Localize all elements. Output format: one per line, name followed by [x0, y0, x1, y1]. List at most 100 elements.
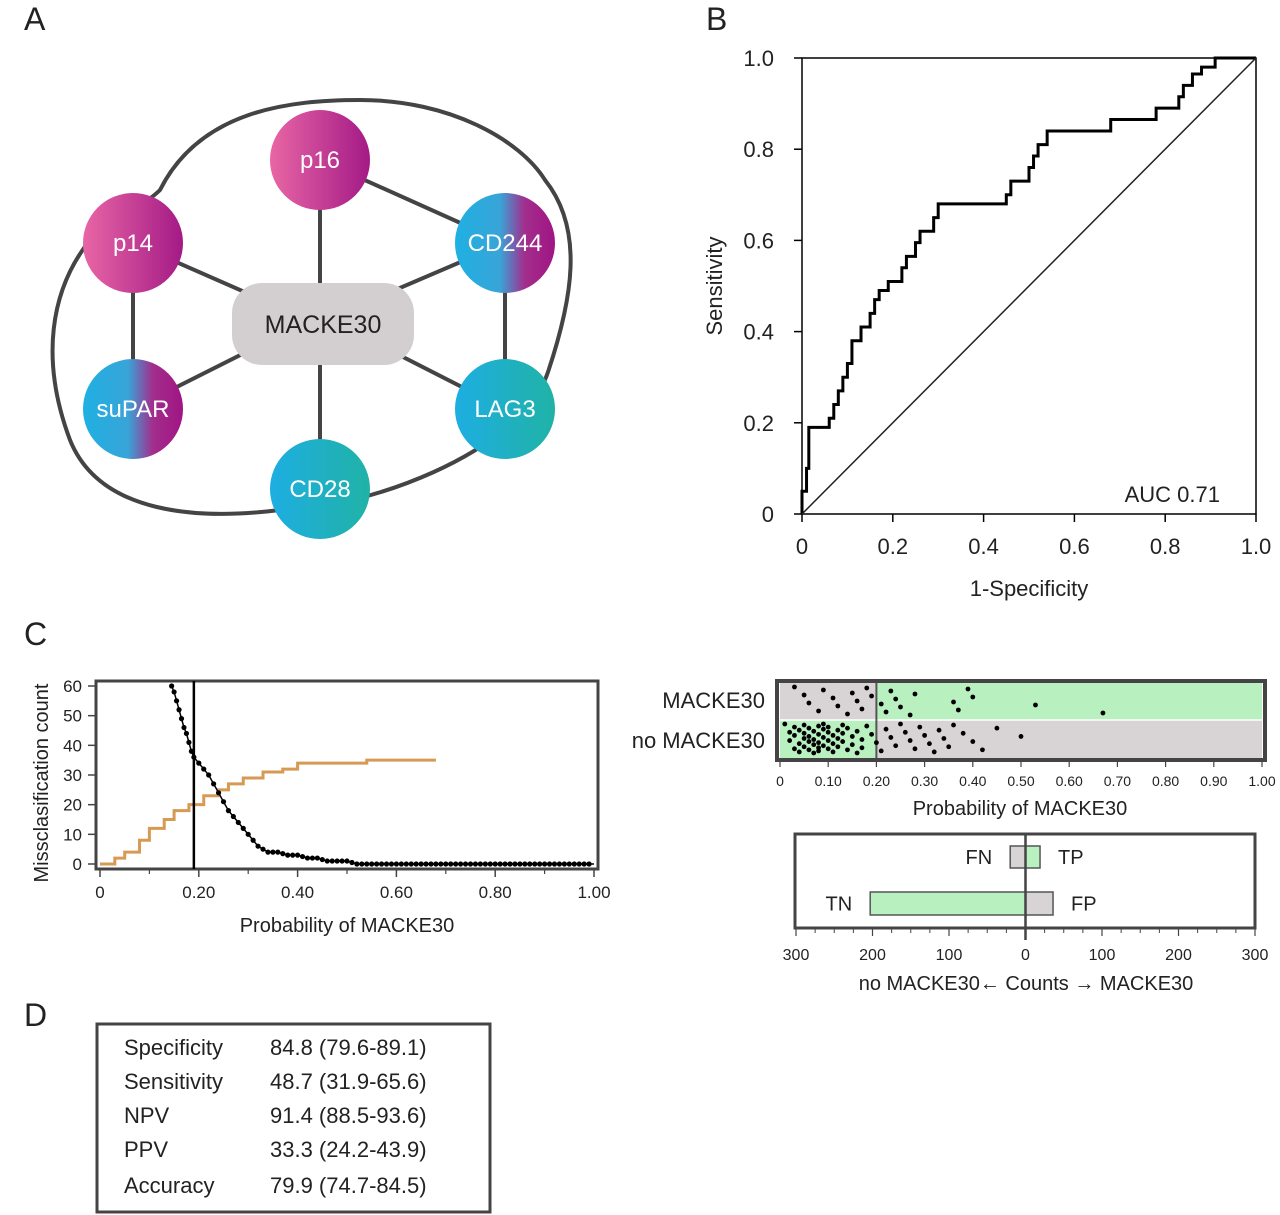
strip-region-fp — [876, 720, 1262, 758]
counts-x-tick-label: 100 — [1089, 947, 1116, 964]
strip-point-no-macke30 — [845, 747, 850, 753]
strip-point-no-macke30 — [893, 743, 899, 749]
strip-point-no-macke30 — [849, 734, 855, 739]
strip-point-no-macke30 — [883, 726, 889, 732]
roc-x-tick-label: 0.8 — [1150, 534, 1181, 559]
mis-data-point — [512, 861, 518, 867]
strip-x-tick-label: 0.90 — [1200, 773, 1227, 789]
strip-point-macke30 — [849, 690, 855, 696]
roc-x-tick-label: 1.0 — [1241, 534, 1272, 559]
strip-point-macke30 — [955, 707, 961, 713]
mis-x-tick-label: 0.60 — [380, 883, 413, 902]
mis-data-point — [339, 858, 345, 864]
node-cd244 — [455, 193, 555, 293]
strip-point-no-macke30 — [782, 721, 788, 727]
counts-x-tick-label: 200 — [1165, 947, 1192, 964]
roc-y-tick-label: 0.4 — [743, 320, 774, 345]
node-cd28 — [270, 439, 370, 539]
mis-data-point — [240, 825, 246, 832]
counts-x-axis-label: no MACKE30← Counts → MACKE30 — [859, 973, 1194, 995]
panel-label-c: C — [24, 616, 47, 652]
counts-chart: no MACKE30← Counts → MACKE30 FN TP TN FP 300… — [783, 832, 1268, 995]
strip-point-macke30 — [806, 700, 812, 706]
strip-point-no-macke30 — [806, 739, 812, 744]
strip-point-macke30 — [854, 698, 860, 704]
strip-x-tick-label: 0.40 — [959, 773, 986, 789]
mis-data-point — [235, 819, 241, 826]
strip-point-no-macke30 — [811, 750, 817, 756]
mis-data-point — [173, 698, 180, 704]
mis-data-point — [383, 861, 390, 867]
strip-point-no-macke30 — [902, 729, 908, 735]
strip-point-macke30 — [907, 712, 913, 718]
counts-x-tick-label: 100 — [936, 947, 963, 964]
strip-point-macke30 — [845, 711, 850, 717]
strip-x-tick-label: 0.20 — [863, 773, 890, 789]
strip-point-no-macke30 — [845, 725, 850, 731]
mis-data-point — [532, 861, 538, 867]
node-label-lag3: LAG3 — [474, 396, 535, 423]
strip-x-tick-label: 0.30 — [911, 773, 938, 789]
strip-point-no-macke30 — [816, 731, 821, 737]
strip-point-no-macke30 — [801, 744, 807, 750]
metrics-value: 33.3 (24.2-43.9) — [270, 1137, 427, 1162]
strip-point-macke30 — [888, 688, 894, 694]
strip-point-no-macke30 — [825, 729, 831, 735]
strip-point-no-macke30 — [864, 723, 870, 729]
mis-data-point — [354, 861, 360, 867]
mis-data-point — [329, 858, 335, 864]
strip-point-no-macke30 — [936, 727, 942, 733]
center-node-label: MACKE30 — [265, 311, 382, 339]
mis-data-point — [492, 861, 498, 867]
strip-point-no-macke30 — [820, 735, 826, 740]
strip-point-macke30 — [835, 703, 841, 709]
mis-data-point — [349, 859, 355, 866]
mis-data-point — [290, 852, 296, 858]
mis-data-point — [537, 861, 543, 867]
mis-y-tick-label: 10 — [63, 825, 82, 844]
mis-data-point — [265, 849, 271, 855]
strip-point-no-macke30 — [840, 730, 846, 736]
strip-point-no-macke30 — [801, 722, 807, 728]
mis-data-point — [285, 852, 291, 858]
strip-point-no-macke30 — [796, 749, 802, 755]
roc-curve — [800, 56, 1256, 514]
mis-data-point — [230, 813, 236, 820]
mis-data-point — [319, 856, 325, 863]
roc-y-tick-label: 0 — [762, 502, 774, 527]
strip-point-no-macke30 — [874, 740, 879, 746]
strip-point-no-macke30 — [835, 727, 841, 733]
counts-bar-label-fn: FN — [966, 847, 993, 869]
strip-category-no-macke30: no MACKE30 — [632, 728, 765, 753]
mis-y-tick-label: 0 — [73, 855, 82, 874]
mis-data-point — [433, 861, 439, 867]
counts-x-tick-label: 300 — [783, 947, 810, 964]
mis-y-axis-label: Missclasification count — [31, 683, 53, 882]
mis-y-tick-label: 50 — [63, 707, 82, 726]
mis-y-tick-label: 60 — [63, 677, 82, 696]
mis-data-point — [178, 716, 185, 722]
strip-point-no-macke30 — [806, 725, 812, 731]
strip-point-no-macke30 — [854, 728, 860, 734]
mis-data-point — [245, 831, 251, 837]
strip-point-no-macke30 — [792, 732, 797, 738]
strip-point-no-macke30 — [941, 736, 947, 741]
metrics-row-ppv: PPV 33.3 (24.2-43.9) — [124, 1137, 427, 1162]
mis-data-point — [181, 724, 187, 731]
strip-point-no-macke30 — [888, 735, 894, 740]
mis-data-point — [566, 861, 572, 867]
metrics-value: 48.7 (31.9-65.6) — [270, 1069, 427, 1094]
strip-point-no-macke30 — [801, 730, 807, 736]
strip-point-no-macke30 — [792, 724, 797, 730]
counts-bar-label-fp: FP — [1071, 894, 1097, 916]
strip-point-macke30 — [898, 704, 903, 710]
mis-data-point — [443, 861, 449, 867]
strip-point-no-macke30 — [835, 736, 841, 741]
metrics-value: 84.8 (79.6-89.1) — [270, 1035, 427, 1060]
strip-x-tick-label: 0.70 — [1104, 773, 1131, 789]
mis-data-point — [586, 861, 592, 867]
strip-point-macke30 — [878, 701, 884, 707]
strip-point-no-macke30 — [820, 721, 826, 727]
node-p14 — [83, 193, 183, 293]
strip-point-no-macke30 — [830, 741, 836, 747]
